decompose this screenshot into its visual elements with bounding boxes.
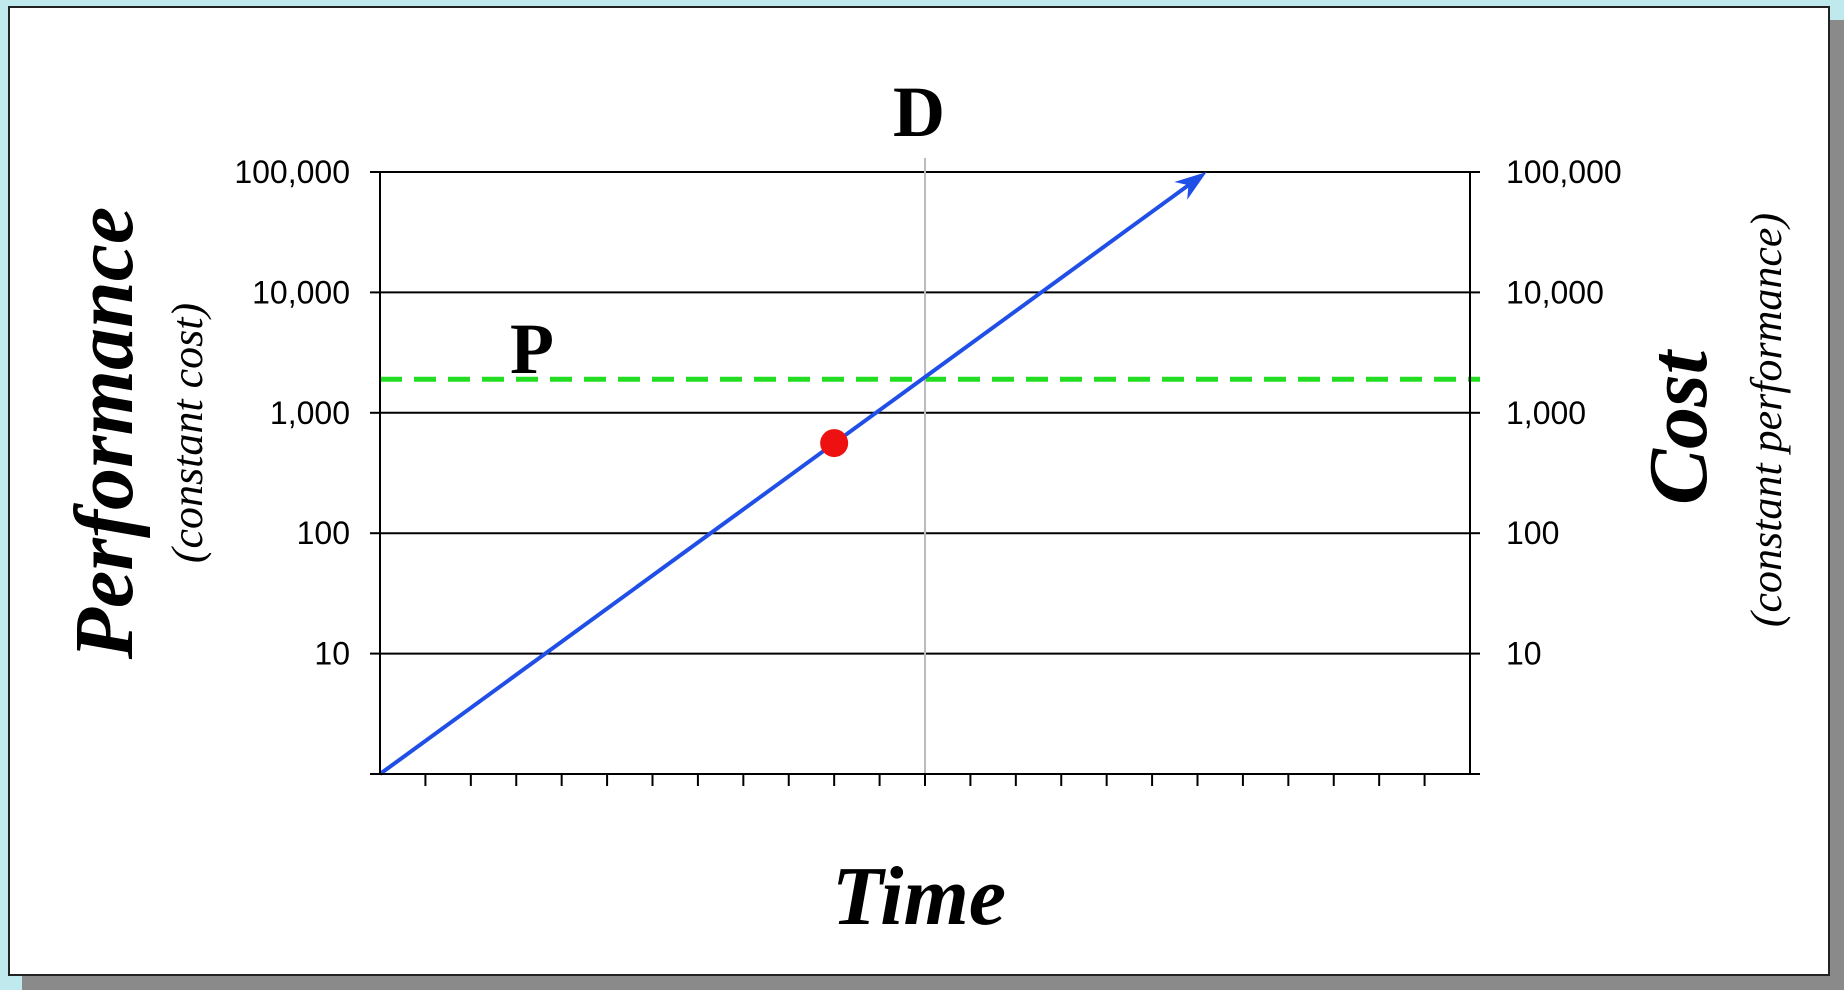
trend-arrowhead <box>1174 172 1207 200</box>
marker-d-label: D <box>893 72 945 152</box>
right-axis-label: Cost <box>1632 348 1725 505</box>
trend-line <box>378 183 1190 776</box>
left-axis-label: Performance <box>58 207 151 661</box>
left-axis-sublabel: (constant cost) <box>163 303 212 563</box>
data-point-0 <box>820 429 849 458</box>
left-tick-label-1: 10,000 <box>252 274 350 310</box>
left-tick-label-2: 1,000 <box>270 395 350 431</box>
right-tick-label-1: 10,000 <box>1506 274 1604 310</box>
slide: 100,000 10,000 1,000 100 10 100,000 10,000 1,00… <box>8 6 1830 976</box>
right-tick-label-4: 10 <box>1506 636 1542 672</box>
chart: 100,000 10,000 1,000 100 10 100,000 10,000 1,00… <box>58 72 1791 943</box>
axes <box>370 171 1480 786</box>
left-tick-label-0: 100,000 <box>234 154 350 190</box>
series-layer <box>378 172 1207 776</box>
right-tick-label-2: 1,000 <box>1506 395 1586 431</box>
right-tick-label-3: 100 <box>1506 515 1559 551</box>
reference-lines <box>380 158 1480 774</box>
tick-labels: 100,000 10,000 1,000 100 10 100,000 10,000 1,00… <box>234 154 1621 672</box>
left-tick-label-4: 10 <box>314 636 350 672</box>
left-tick-label-3: 100 <box>297 515 350 551</box>
right-tick-label-0: 100,000 <box>1506 154 1622 190</box>
marker-p-label: P <box>510 309 554 389</box>
x-axis-label: Time <box>832 850 1006 943</box>
right-axis-sublabel: (constant performance) <box>1742 213 1791 627</box>
